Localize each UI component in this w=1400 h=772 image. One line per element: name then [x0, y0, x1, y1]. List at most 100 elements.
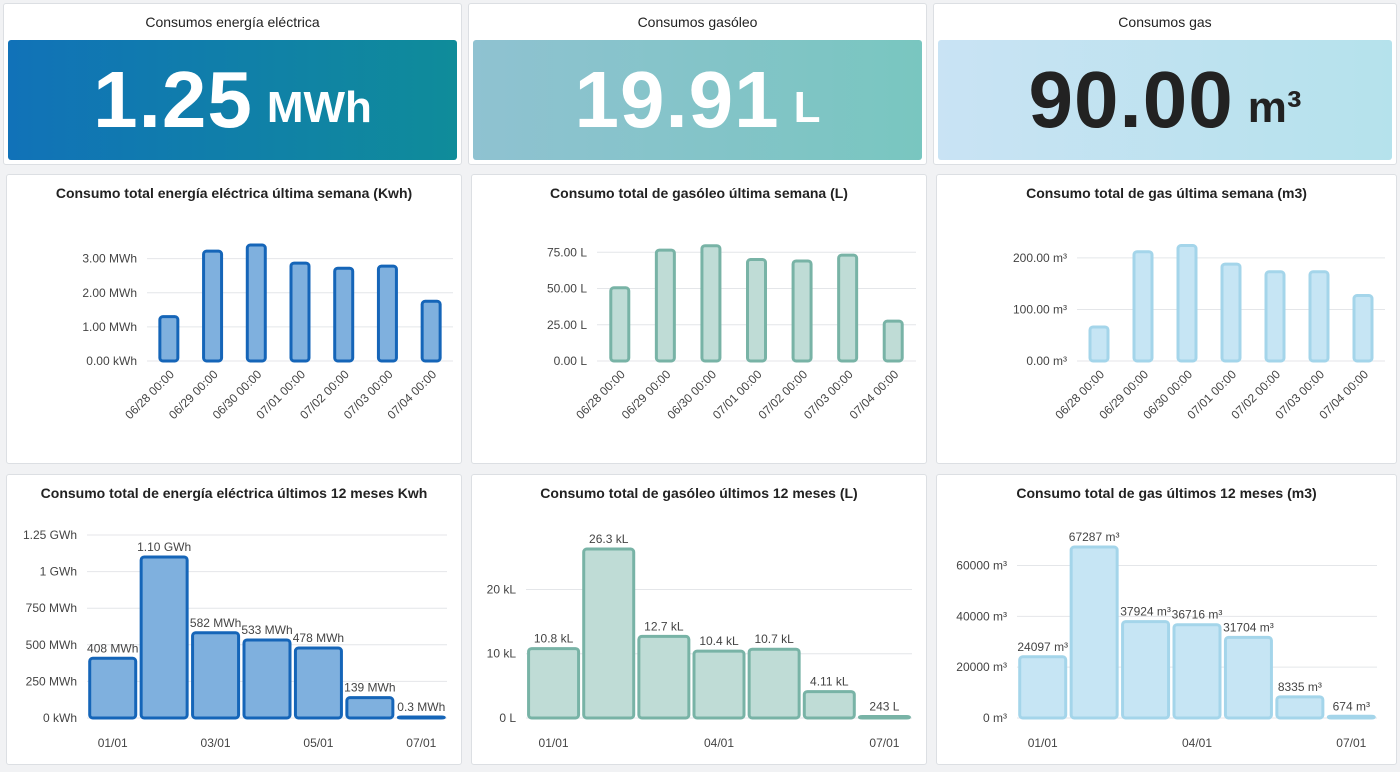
chart-title: Consumo total de gasóleo última semana (…	[550, 185, 848, 201]
stat-panel-electric[interactable]: Consumos energía eléctrica 1.25 MWh	[3, 3, 462, 165]
y-tick-label: 100.00 m³	[1013, 302, 1067, 316]
bar	[1121, 620, 1171, 720]
data-label: 36716 m³	[1172, 608, 1223, 622]
chart-panel-weekly-gas[interactable]: Consumo total de gas última semana (m3) …	[936, 174, 1397, 464]
y-tick-label: 250 MWh	[26, 674, 77, 688]
data-label: 8335 m³	[1278, 680, 1322, 694]
bar	[396, 715, 446, 720]
data-label: 533 MWh	[241, 623, 292, 637]
chart-title: Consumo total de energía eléctrica últim…	[40, 485, 428, 501]
bar	[1308, 270, 1330, 363]
data-label: 674 m³	[1333, 699, 1370, 713]
chart-title: Consumo total energía eléctrica última s…	[55, 185, 413, 201]
stat-panel-diesel[interactable]: Consumos gasóleo 19.91 L	[468, 3, 927, 165]
bar	[242, 638, 292, 720]
data-label: 408 MWh	[87, 641, 138, 655]
y-tick-label: 3.00 MWh	[82, 252, 137, 266]
bar	[289, 261, 311, 363]
bar	[1176, 244, 1198, 363]
x-tick-label: 07/01	[1336, 736, 1366, 750]
x-tick-label: 05/01	[303, 736, 333, 750]
bar	[700, 244, 722, 363]
bar	[1223, 635, 1273, 720]
bar	[1326, 714, 1376, 720]
x-tick-label: 04/01	[1182, 736, 1212, 750]
stat-unit: m³	[1247, 83, 1302, 132]
data-label: 31704 m³	[1223, 620, 1274, 634]
data-label: 10.4 kL	[699, 634, 739, 648]
x-tick-label: 03/01	[201, 736, 231, 750]
chart-panel-weekly-diesel[interactable]: Consumo total de gasóleo última semana (…	[471, 174, 927, 464]
data-label: 478 MWh	[293, 631, 344, 645]
bar	[158, 315, 180, 363]
bar	[692, 649, 746, 720]
stat-box: 19.91 L	[473, 40, 922, 160]
x-tick-label: 07/04 00:00	[847, 367, 902, 422]
bar	[420, 299, 442, 363]
y-tick-label: 0 kWh	[43, 711, 77, 725]
y-tick-label: 0 L	[499, 711, 516, 725]
data-label: 4.11 kL	[810, 675, 849, 689]
stat-value: 19.91	[574, 55, 780, 144]
bar	[746, 258, 767, 363]
bar	[1352, 294, 1374, 363]
x-tick-label: 01/01	[1028, 736, 1058, 750]
stat-unit: L	[793, 83, 821, 132]
bar	[1018, 655, 1068, 720]
bar	[654, 248, 676, 363]
bar	[1220, 262, 1242, 363]
chart-panel-weekly-electric[interactable]: Consumo total energía eléctrica última s…	[6, 174, 462, 464]
bar	[376, 264, 398, 363]
y-tick-label: 0 m³	[983, 711, 1007, 725]
bar	[1132, 250, 1154, 363]
x-tick-label: 04/01	[704, 736, 734, 750]
y-tick-label: 200.00 m³	[1013, 251, 1067, 265]
bar	[139, 555, 189, 720]
stat-panel-gas[interactable]: Consumos gas 90.00 m³	[933, 3, 1397, 165]
y-tick-label: 2.00 MWh	[82, 286, 137, 300]
bar	[582, 547, 636, 720]
panel-title: Consumos gasóleo	[637, 14, 758, 30]
chart-panel-yearly-gas[interactable]: Consumo total de gas últimos 12 meses (m…	[936, 474, 1397, 765]
chart-title: Consumo total de gasóleo últimos 12 mese…	[540, 485, 858, 501]
bar	[1275, 695, 1325, 720]
bar	[88, 656, 138, 720]
x-tick-label: 07/01	[869, 736, 899, 750]
bar	[1069, 545, 1119, 720]
chart-yearly-diesel: 0 L 10 kL 20 kL 10.8 kL 01/01 26.3 kL 12.7 kL 1…	[487, 532, 912, 750]
data-label: 26.3 kL	[589, 532, 629, 546]
chart-yearly-electric: 0 kWh 250 MWh 500 MWh 750 MWh 1 GWh 1.25 GWh 4…	[23, 528, 447, 750]
bar	[245, 243, 267, 363]
bar	[882, 319, 904, 363]
chart-panel-yearly-diesel[interactable]: Consumo total de gasóleo últimos 12 mese…	[471, 474, 927, 765]
y-tick-label: 40000 m³	[956, 609, 1007, 623]
bar	[637, 634, 691, 720]
bar	[747, 647, 801, 720]
bar	[527, 647, 581, 720]
y-tick-label: 75.00 L	[547, 245, 587, 259]
data-label: 67287 m³	[1069, 530, 1120, 544]
y-tick-label: 1.00 MWh	[82, 320, 137, 334]
chart-yearly-gas: 0 m³ 20000 m³ 40000 m³ 60000 m³ 24097 m³ 01/0…	[956, 530, 1377, 750]
y-tick-label: 0.00 m³	[1026, 354, 1067, 368]
y-tick-label: 20000 m³	[956, 660, 1007, 674]
bar	[1264, 270, 1286, 363]
data-label: 582 MWh	[190, 616, 241, 630]
bar	[191, 631, 241, 720]
data-label: 24097 m³	[1017, 640, 1068, 654]
y-tick-label: 60000 m³	[956, 559, 1007, 573]
chart-title: Consumo total de gas última semana (m3)	[1026, 185, 1307, 201]
y-tick-label: 1 GWh	[40, 565, 77, 579]
bar	[202, 249, 224, 363]
bar	[293, 646, 343, 720]
bar	[791, 259, 813, 363]
data-label: 139 MWh	[344, 681, 395, 695]
bar	[345, 696, 395, 720]
x-tick-label: 01/01	[539, 736, 569, 750]
y-tick-label: 1.25 GWh	[23, 528, 77, 542]
stat-unit: MWh	[266, 83, 372, 132]
data-label: 10.8 kL	[534, 632, 574, 646]
bar	[802, 690, 856, 720]
panel-title: Consumos energía eléctrica	[145, 14, 320, 30]
chart-panel-yearly-electric[interactable]: Consumo total de energía eléctrica últim…	[6, 474, 462, 765]
